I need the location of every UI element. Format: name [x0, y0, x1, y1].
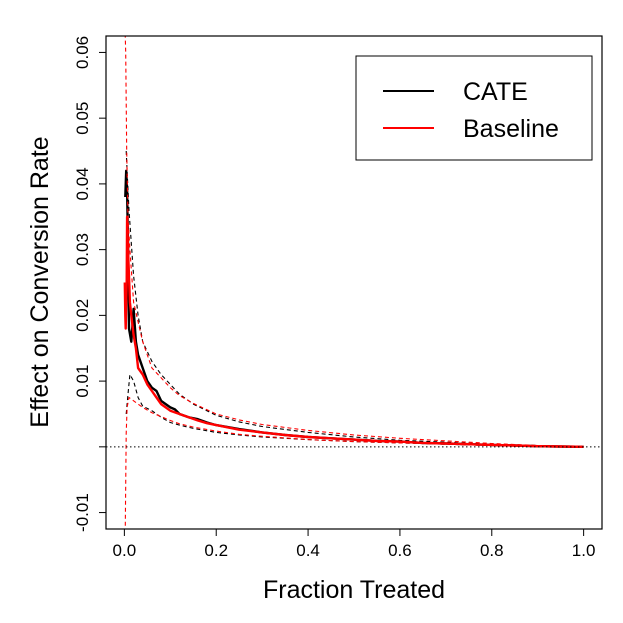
- y-tick-label-5: 0.04: [73, 167, 92, 200]
- series-line-1-dashed: [125, 150, 584, 448]
- series-line-3-baseline: [123, 215, 584, 448]
- legend-label-cate: CATE: [463, 78, 528, 106]
- x-tick-label-3: 0.6: [388, 541, 412, 560]
- y-tick-label-4: 0.03: [73, 233, 92, 266]
- y-axis: -0.01 0.01 0.02 0.03 0.04 0.05 0.06: [73, 36, 106, 532]
- y-tick-label-7: 0.06: [73, 36, 92, 69]
- y-tick-label-0: -0.01: [73, 493, 92, 532]
- legend-box: [355, 55, 593, 161]
- x-axis: 0.0 0.2 0.4 0.6 0.8 1.0: [113, 529, 596, 560]
- legend: CATE Baseline: [355, 55, 593, 161]
- x-tick-label-5: 1.0: [572, 541, 596, 560]
- y-tick-label-2: 0.01: [73, 365, 92, 398]
- x-tick-label-4: 0.8: [480, 541, 504, 560]
- legend-label-baseline: Baseline: [463, 115, 559, 143]
- y-tick-label-3: 0.02: [73, 299, 92, 332]
- series-line-5-dashed: [124, 396, 584, 526]
- series-line-4-dashed: [124, 36, 584, 448]
- x-tick-label-0: 0.0: [113, 541, 137, 560]
- x-tick-label-2: 0.4: [296, 541, 320, 560]
- y-axis-title: Effect on Conversion Rate: [26, 136, 54, 427]
- x-tick-label-1: 0.2: [204, 541, 228, 560]
- x-axis-title: Fraction Treated: [263, 576, 445, 604]
- y-tick-label-6: 0.05: [73, 102, 92, 135]
- plot-frame: [105, 35, 603, 530]
- series-layer: [123, 36, 584, 526]
